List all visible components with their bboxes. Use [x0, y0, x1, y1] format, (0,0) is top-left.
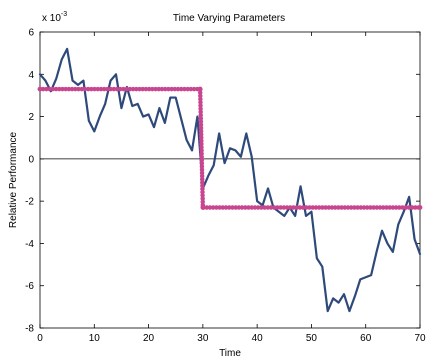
x-tick-label: 40 — [252, 333, 264, 344]
x-tick-label: 50 — [306, 333, 318, 344]
y-tick-label: 0 — [28, 154, 34, 165]
y-tick-label: 6 — [28, 28, 34, 39]
y-tick-label: 4 — [28, 70, 34, 81]
series-2-line — [37, 86, 423, 210]
x-axis-label: Time — [219, 348, 241, 359]
chart-title: Time Varying Parameters — [173, 13, 285, 24]
x-tick-label: 30 — [197, 333, 209, 344]
series-2-point — [197, 86, 203, 92]
x-tick-label: 60 — [360, 333, 372, 344]
series-1-line — [38, 47, 422, 313]
y-exponent-label: x 10-3 — [42, 11, 67, 24]
x-tick-label: 10 — [89, 333, 101, 344]
x-tick-label: 20 — [143, 333, 155, 344]
plot-area — [39, 31, 421, 329]
y-exponent-power: -3 — [61, 11, 67, 18]
x-tick-label: 0 — [37, 333, 43, 344]
y-tick-label: -4 — [25, 239, 34, 250]
series-2-point — [37, 86, 43, 92]
y-tick-label: -8 — [25, 324, 34, 335]
series-2-point — [200, 205, 206, 210]
y-tick-label: 2 — [28, 112, 34, 123]
series-2-point — [417, 205, 423, 210]
x-tick-label: 70 — [414, 333, 426, 344]
y-tick-label: -2 — [25, 197, 34, 208]
y-axis-label: Relative Performance — [8, 131, 19, 228]
y-exponent-base: x 10 — [42, 13, 61, 24]
y-tick-label: -6 — [25, 281, 34, 292]
